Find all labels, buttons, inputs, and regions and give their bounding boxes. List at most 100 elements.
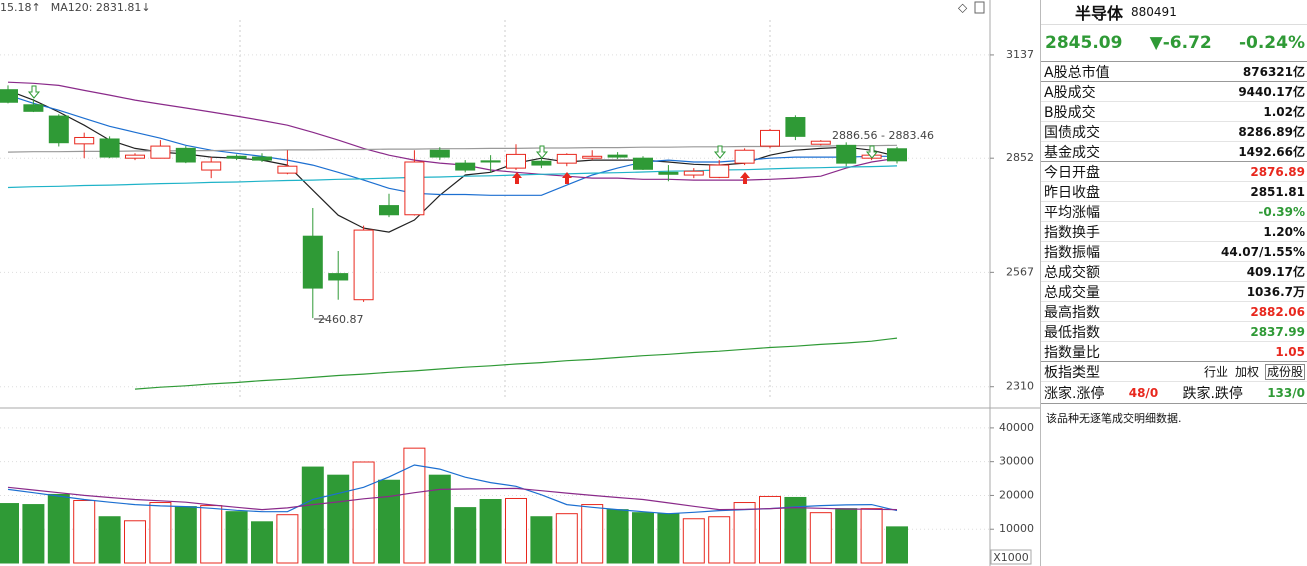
- row-label: 最低指数: [1044, 324, 1100, 341]
- row-value: 409.17亿: [1246, 265, 1305, 279]
- breadth-row: 涨家.涨停 48/0 跌家.跌停 133/0: [1041, 382, 1307, 404]
- candle-body: [887, 148, 907, 162]
- candle-body: [99, 138, 120, 158]
- change: ▼-6.72: [1149, 33, 1212, 53]
- candle-body: [810, 140, 831, 145]
- volume-bar: [200, 505, 223, 564]
- row-value: 133/0: [1267, 385, 1305, 400]
- v-tick-label: 10000: [999, 522, 1034, 535]
- ma-line: [7, 81, 898, 181]
- type-option[interactable]: 行业: [1203, 365, 1228, 379]
- row-label: 昨日收盘: [1044, 184, 1100, 201]
- row-value: -0.39%: [1258, 204, 1305, 219]
- row-label: 总成交量: [1044, 284, 1100, 301]
- volume-bar: [251, 521, 273, 564]
- candle-body: [302, 235, 323, 289]
- v-tick-label: 40000: [999, 421, 1034, 434]
- y-tick-label: 2567: [1006, 265, 1034, 278]
- stat-row: A股总市值 876321亿: [1041, 62, 1307, 82]
- volume-bar: [403, 447, 426, 564]
- volume-bar: [886, 526, 908, 564]
- volume-bar: [301, 466, 324, 564]
- candle-body: [201, 161, 222, 171]
- stats-rows: A股总市值 876321亿 A股成交 9440.17亿 B股成交 1.02亿 国债成交 828…: [1041, 62, 1307, 362]
- down-arrow: [865, 145, 879, 159]
- candle-body: [633, 157, 653, 170]
- row-value: 48/0: [1128, 385, 1159, 400]
- row-value: 2851.81: [1250, 184, 1305, 199]
- candle-body: [785, 117, 806, 137]
- row-label: 平均涨幅: [1044, 204, 1100, 221]
- candle-body: [353, 229, 374, 301]
- volume-bar: [809, 512, 832, 564]
- volume-unit: X1000: [993, 551, 1029, 564]
- up-arrow: [562, 172, 572, 184]
- volume-bar: [225, 511, 248, 564]
- panel-header: 半导体 880491: [1041, 0, 1307, 24]
- quote-panel: 半导体 880491 2845.09 ▼-6.72 -0.24% A股总市值 87…: [1040, 0, 1307, 566]
- volume-bar: [174, 506, 197, 564]
- volume-bar: [733, 502, 756, 564]
- volume-bar: [632, 512, 654, 564]
- volume-bar: [860, 508, 883, 564]
- row-label: 指数换手: [1044, 224, 1100, 241]
- down-arrow: [27, 85, 41, 99]
- type-options: 行业 加权 成份股: [1198, 363, 1305, 380]
- candle-body: [175, 147, 196, 163]
- volume-bar: [479, 498, 502, 564]
- stat-row: 国债成交 8286.89亿: [1041, 122, 1307, 142]
- row-value: 2837.99: [1250, 324, 1305, 339]
- candle-body: [607, 154, 628, 158]
- row-label: 指数振幅: [1044, 244, 1100, 261]
- chart-bg: [0, 0, 1040, 566]
- volume-bar: [327, 474, 350, 564]
- row-value: 9440.17亿: [1238, 85, 1305, 99]
- stat-row: 指数换手 1.20%: [1041, 222, 1307, 242]
- volume-bar: [0, 503, 19, 564]
- y-tick-label: 2852: [1006, 151, 1034, 164]
- volume-bar: [784, 496, 807, 564]
- candle-body: [531, 160, 552, 166]
- candle-body: [0, 89, 18, 103]
- candle-body: [74, 136, 95, 145]
- type-option[interactable]: 加权: [1234, 365, 1259, 379]
- volume-bar: [708, 516, 731, 564]
- range-annotation: 2886.56 - 2883.46: [832, 129, 934, 142]
- candle-body: [582, 155, 603, 159]
- index-code: 880491: [1131, 5, 1177, 19]
- candle-body: [734, 149, 755, 164]
- volume-bar: [378, 479, 400, 564]
- window-icon[interactable]: [974, 1, 985, 14]
- candle-body: [404, 161, 425, 216]
- candle-body: [683, 170, 704, 176]
- volume-bar: [835, 508, 858, 564]
- legend-item: 15.18↑: [0, 1, 41, 14]
- volume-bar: [22, 504, 45, 564]
- candle-body: [760, 129, 780, 147]
- stat-row: 最高指数 2882.06: [1041, 302, 1307, 322]
- type-row: 板指类型 行业 加权 成份股: [1041, 362, 1307, 382]
- row-label: 国债成交: [1044, 124, 1100, 141]
- stat-row: B股成交 1.02亿: [1041, 102, 1307, 122]
- row-label: 跌家.跌停: [1182, 385, 1243, 402]
- row-value: 876321亿: [1242, 65, 1305, 79]
- type-option[interactable]: 成份股: [1264, 364, 1305, 380]
- candle-body: [379, 205, 399, 216]
- candle-body: [658, 171, 679, 175]
- row-label: A股总市值: [1044, 64, 1110, 81]
- price: 2845.09: [1045, 33, 1123, 53]
- volume-bar: [505, 497, 527, 564]
- stat-row: 平均涨幅 -0.39%: [1041, 202, 1307, 222]
- row-label: A股成交: [1044, 84, 1096, 101]
- stat-row: 最低指数 2837.99: [1041, 322, 1307, 342]
- pct: -0.24%: [1238, 33, 1305, 53]
- volume-bar: [149, 502, 172, 564]
- price-row: 2845.09 ▼-6.72 -0.24%: [1041, 24, 1307, 62]
- low-annotation: 2460.87: [318, 313, 364, 326]
- row-value: 8286.89亿: [1238, 125, 1305, 139]
- row-value: 44.07/1.55%: [1221, 244, 1305, 259]
- candle-body: [455, 162, 476, 171]
- diamond-icon[interactable]: ◇: [958, 1, 968, 15]
- stat-row: 今日开盘 2876.89: [1041, 162, 1307, 182]
- volume-bar: [657, 513, 680, 564]
